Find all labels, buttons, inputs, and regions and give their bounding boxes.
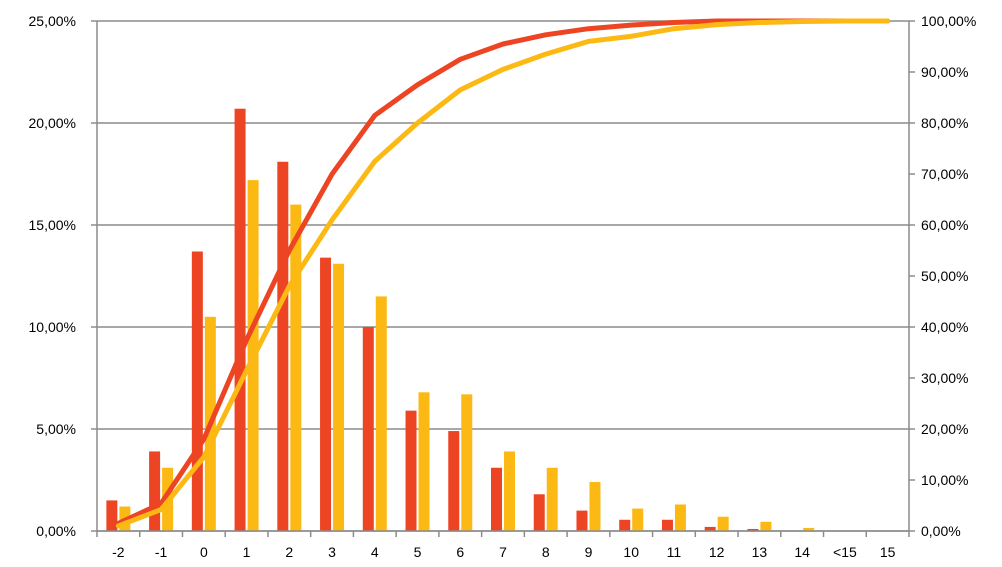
x-axis-category-label: 8 — [542, 544, 550, 560]
bar-series-1 — [704, 526, 716, 531]
x-axis-category-label: 12 — [709, 544, 725, 560]
bar-series-1 — [320, 257, 332, 531]
right-axis-tick-label: 60,00% — [921, 217, 968, 233]
x-axis-category-label: 13 — [752, 544, 768, 560]
bar-series-2 — [333, 263, 345, 531]
bar-series-2 — [461, 394, 473, 531]
bar-series-1 — [362, 327, 374, 531]
bar-series-1 — [491, 467, 502, 531]
cumulative-line-series-1 — [115, 18, 891, 526]
bar-series-2 — [803, 527, 815, 531]
x-axis-category-label: 14 — [794, 544, 810, 560]
bar-series-1 — [533, 494, 545, 531]
bar-series-2 — [418, 392, 430, 531]
x-axis-category-label: 1 — [243, 544, 251, 560]
bar-series-2 — [290, 204, 302, 531]
bar-series-1 — [619, 519, 631, 531]
tick-labels: 0,00% 5,00% 10,00% 15,00% 20,00% 25,00% 0,00% 1… — [29, 13, 977, 560]
bar-series-2 — [589, 482, 601, 531]
right-axis-tick-label: 90,00% — [921, 64, 968, 80]
x-axis-category-label: 15 — [880, 544, 896, 560]
right-axis-tick-label: 50,00% — [921, 268, 968, 284]
bar-series-1 — [106, 500, 118, 531]
bar-series-2 — [632, 508, 644, 531]
x-axis-category-label: 9 — [585, 544, 593, 560]
x-axis-category-label: 10 — [623, 544, 639, 560]
bar-series-1 — [405, 410, 417, 531]
x-axis-category-label: -1 — [155, 544, 168, 560]
x-axis-category-label: 5 — [414, 544, 422, 560]
bar-series-1 — [448, 431, 460, 531]
bar-series-2 — [717, 516, 729, 531]
bar-series-2 — [375, 296, 387, 531]
x-axis-category-label: 6 — [456, 544, 464, 560]
right-axis-tick-label: 80,00% — [921, 115, 968, 131]
x-axis-category-label: 11 — [667, 544, 682, 560]
right-axis-tick-label: 40,00% — [921, 319, 968, 335]
left-axis-tick-label: 0,00% — [36, 523, 76, 539]
right-axis-tick-label: 20,00% — [921, 421, 968, 437]
left-axis-tick-label: 20,00% — [29, 115, 76, 131]
x-axis-category-label: 7 — [499, 544, 507, 560]
x-axis-category-label: 3 — [328, 544, 336, 560]
bar-series-2 — [504, 451, 515, 531]
bar-series-1 — [149, 451, 161, 531]
x-axis-category-label: <15 — [833, 544, 857, 560]
left-axis-tick-label: 5,00% — [36, 421, 76, 437]
cumulative-line-series-2 — [115, 18, 891, 529]
left-axis-tick-label: 10,00% — [29, 319, 76, 335]
x-axis-category-label: 0 — [200, 544, 208, 560]
bars — [106, 108, 815, 531]
bar-series-1 — [576, 510, 588, 531]
bar-series-2 — [546, 467, 558, 531]
x-axis-category-label: 4 — [371, 544, 379, 560]
gridlines — [97, 20, 909, 532]
x-axis-category-label: -2 — [112, 544, 125, 560]
left-axis-tick-label: 15,00% — [29, 217, 76, 233]
bar-series-1 — [191, 251, 203, 531]
x-axis-category-label: 2 — [285, 544, 293, 560]
right-axis-tick-label: 10,00% — [921, 472, 968, 488]
right-axis-tick-label: 0,00% — [921, 523, 961, 539]
cumulative-lines — [115, 18, 891, 529]
bar-series-1 — [747, 528, 759, 531]
bar-series-1 — [661, 519, 673, 531]
right-axis-tick-label: 100,00% — [921, 13, 976, 29]
axes — [91, 20, 915, 537]
bar-series-1 — [277, 161, 289, 531]
bar-series-2 — [674, 504, 686, 531]
right-axis-tick-label: 30,00% — [921, 370, 968, 386]
bar-series-2 — [760, 521, 772, 531]
left-axis-tick-label: 25,00% — [29, 13, 76, 29]
right-axis-tick-label: 70,00% — [921, 166, 968, 182]
bar-series-1 — [234, 108, 246, 531]
